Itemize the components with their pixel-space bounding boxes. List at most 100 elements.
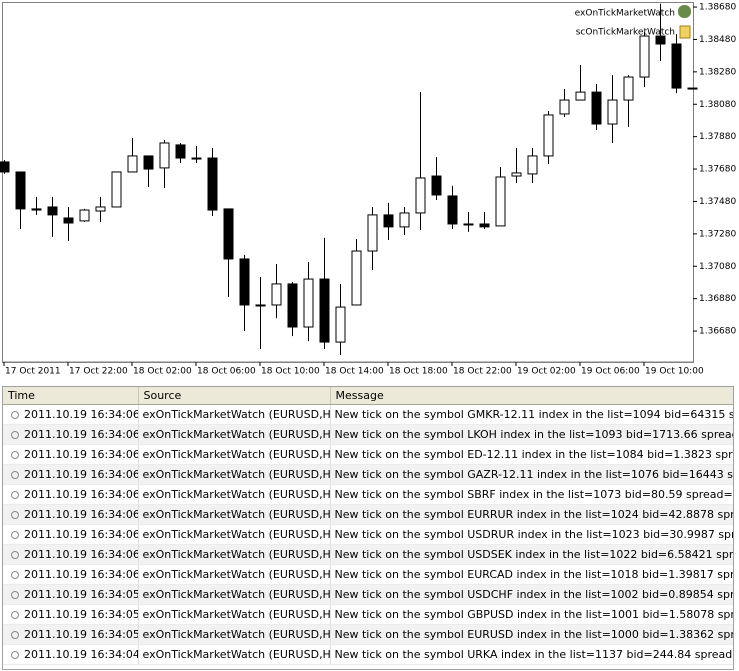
log-cell: 2011.10.19 16:34:06 <box>3 424 139 445</box>
cell-text: New tick on the symbol EURCAD index in t… <box>334 568 733 581</box>
candle-body <box>367 214 378 252</box>
log-cell: 2011.10.19 16:34:05 <box>3 604 139 625</box>
x-tick-label: 19 Oct 02:00 <box>517 367 576 377</box>
x-tick-label: 19 Oct 10:00 <box>645 367 704 377</box>
cell-text: New tick on the symbol USDCHF index in t… <box>334 588 734 601</box>
x-tick-label: 18 Oct 14:00 <box>325 367 384 377</box>
y-tick-label: 1.38080 <box>699 100 736 110</box>
candle-body <box>47 206 58 216</box>
log-cell: 2011.10.19 16:34:06 <box>3 524 139 545</box>
y-tick-label: 1.38480 <box>699 35 736 45</box>
log-cell: exOnTickMarketWatch (EURUSD,H1) <box>138 564 331 585</box>
row-icon <box>11 451 19 459</box>
log-cell: New tick on the symbol ED-12.11 index in… <box>330 444 733 465</box>
candle-body <box>431 175 442 196</box>
log-cell: New tick on the symbol URKA index in the… <box>330 644 734 665</box>
candle-body <box>399 212 410 228</box>
log-row: 2011.10.19 16:34:06 exOnTickMarketWatch (… <box>3 524 733 545</box>
cell-text: 2011.10.19 16:34:05 <box>24 608 138 621</box>
log-cell: exOnTickMarketWatch (EURUSD,H1) <box>138 464 331 485</box>
candle-body <box>287 283 298 328</box>
cell-text: 2011.10.19 16:34:05 <box>24 628 138 641</box>
candle-body <box>495 176 506 227</box>
y-tick-label: 1.37280 <box>699 229 736 239</box>
plot-frame <box>2 2 694 363</box>
log-panel: Time Source Message 2011.10.19 16:34:06 exO… <box>2 386 734 670</box>
log-cell: exOnTickMarketWatch (EURUSD,H1) <box>138 524 331 545</box>
row-icon <box>11 511 19 519</box>
candle-body <box>463 223 474 226</box>
cell-text: exOnTickMarketWatch (EURUSD,H1) <box>142 648 330 661</box>
log-cell: New tick on the symbol EURCAD index in t… <box>330 564 733 585</box>
y-tick-label: 1.36880 <box>699 294 736 304</box>
cell-text: exOnTickMarketWatch (EURUSD,H1) <box>142 448 330 461</box>
cell-text: exOnTickMarketWatch (EURUSD,H1) <box>142 628 330 641</box>
cell-text: exOnTickMarketWatch (EURUSD,H1) <box>142 548 330 561</box>
log-row: 2011.10.19 16:34:06 exOnTickMarketWatch (… <box>3 404 733 425</box>
log-cell: exOnTickMarketWatch (EURUSD,H1) <box>138 424 331 445</box>
candle-body <box>319 278 330 343</box>
log-cell: New tick on the symbol USDCHF index in t… <box>330 584 734 605</box>
candle-body <box>639 35 650 78</box>
header-row: Time Source Message <box>3 387 733 405</box>
y-tick-label: 1.38680 <box>699 3 736 13</box>
log-table: Time Source Message 2011.10.19 16:34:06 exO… <box>3 387 734 665</box>
candle-body <box>271 283 282 306</box>
candle-body <box>31 208 42 211</box>
chart: 1.38680 1.38480 1.38280 1.38080 1.37880 1.376… <box>0 2 736 377</box>
candle-body <box>383 214 394 228</box>
row-icon <box>11 631 19 639</box>
row-icon <box>11 471 19 479</box>
cell-text: 2011.10.19 16:34:06 <box>24 448 138 461</box>
log-cell: exOnTickMarketWatch (EURUSD,H1) <box>138 404 331 425</box>
log-cell: New tick on the symbol GAZR-12.11 index … <box>330 464 733 485</box>
log-row: 2011.10.19 16:34:05 exOnTickMarketWatch (… <box>3 624 733 645</box>
cell-text: New tick on the symbol GMKR-12.11 index … <box>334 408 733 421</box>
row-icon <box>11 531 19 539</box>
candle-body <box>575 91 586 101</box>
cell-text: New tick on the symbol SBRF index in the… <box>334 488 734 501</box>
candle-body <box>543 114 554 157</box>
cell-text: 2011.10.19 16:34:06 <box>24 428 138 441</box>
cell-text: 2011.10.19 16:34:06 <box>24 528 138 541</box>
log-cell: 2011.10.19 16:34:04 <box>3 644 139 665</box>
row-icon <box>11 651 19 659</box>
candle-body <box>415 177 426 214</box>
log-cell: 2011.10.19 16:34:06 <box>3 544 139 565</box>
log-cell: exOnTickMarketWatch (EURUSD,H1) <box>138 624 331 645</box>
cell-text: exOnTickMarketWatch (EURUSD,H1) <box>142 488 330 501</box>
log-cell: New tick on the symbol USDRUR index in t… <box>330 524 733 545</box>
candle-body <box>559 99 570 115</box>
log-cell: 2011.10.19 16:34:05 <box>3 624 139 645</box>
cell-text: New tick on the symbol URKA index in the… <box>334 648 734 661</box>
log-row: 2011.10.19 16:34:06 exOnTickMarketWatch (… <box>3 464 733 485</box>
candle-body <box>351 250 362 306</box>
log-cell: 2011.10.19 16:34:06 <box>3 464 139 485</box>
candle-body <box>255 304 266 307</box>
log-cell: exOnTickMarketWatch (EURUSD,H1) <box>138 604 331 625</box>
log-cell: New tick on the symbol LKOH index in the… <box>330 424 733 445</box>
row-icon <box>11 551 19 559</box>
log-cell: New tick on the symbol EURRUR index in t… <box>330 504 733 525</box>
log-row: 2011.10.19 16:34:06 exOnTickMarketWatch (… <box>3 424 733 445</box>
cell-text: exOnTickMarketWatch (EURUSD,H1) <box>142 508 330 521</box>
cell-text: 2011.10.19 16:34:05 <box>24 588 138 601</box>
candle-body <box>671 43 682 89</box>
log-cell: New tick on the symbol USDSEK index in t… <box>330 544 734 565</box>
log-cell: New tick on the symbol SBRF index in the… <box>330 484 734 505</box>
cell-text: 2011.10.19 16:34:06 <box>24 508 138 521</box>
log-row: 2011.10.19 16:34:06 exOnTickMarketWatch (… <box>3 484 734 505</box>
candle-body <box>15 171 26 210</box>
cell-text: New tick on the symbol USDSEK index in t… <box>334 548 734 561</box>
candle-body <box>191 157 202 160</box>
log-cell: exOnTickMarketWatch (EURUSD,H1) <box>138 644 331 665</box>
log-cell: 2011.10.19 16:34:06 <box>3 404 139 425</box>
x-tick-label: 18 Oct 18:00 <box>389 367 448 377</box>
candle-body <box>511 172 522 177</box>
candle-body <box>479 223 490 228</box>
log-cell: 2011.10.19 16:34:06 <box>3 444 139 465</box>
candle-body <box>591 91 602 125</box>
x-tick-label: 18 Oct 06:00 <box>197 367 256 377</box>
log-cell: 2011.10.19 16:34:06 <box>3 504 139 525</box>
log-row: 2011.10.19 16:34:05 exOnTickMarketWatch (… <box>3 604 733 625</box>
